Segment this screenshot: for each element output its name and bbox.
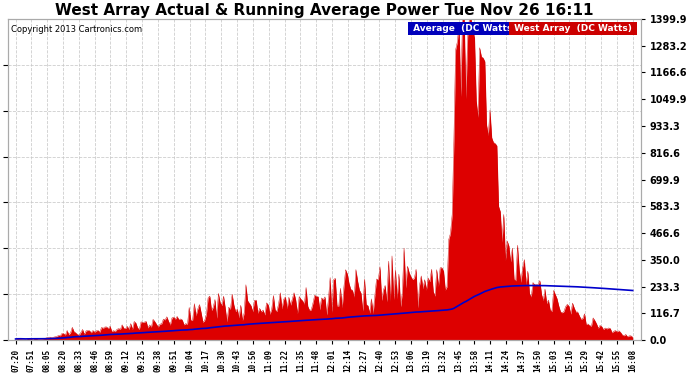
Text: West Array  (DC Watts): West Array (DC Watts)	[511, 24, 635, 33]
Title: West Array Actual & Running Average Power Tue Nov 26 16:11: West Array Actual & Running Average Powe…	[55, 3, 593, 18]
Text: Copyright 2013 Cartronics.com: Copyright 2013 Cartronics.com	[11, 26, 142, 34]
Text: Average  (DC Watts): Average (DC Watts)	[410, 24, 519, 33]
